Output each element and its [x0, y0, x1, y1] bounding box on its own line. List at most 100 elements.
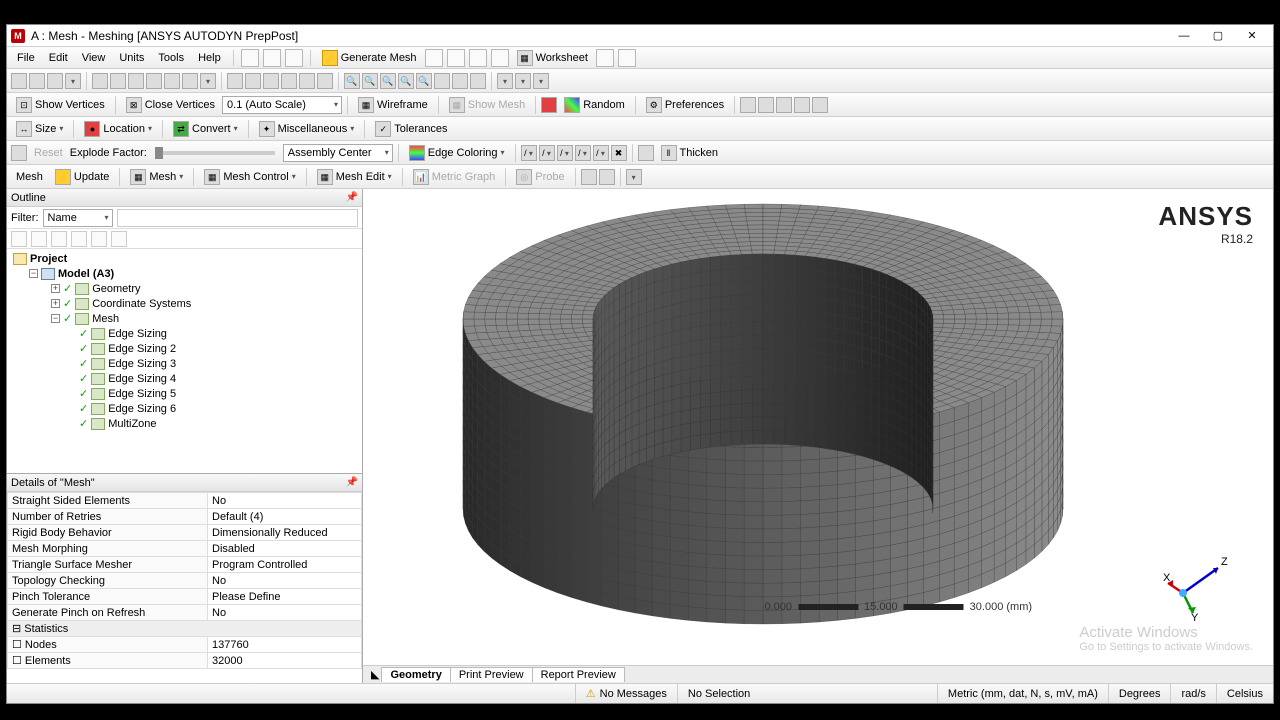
- edge-icon[interactable]: /: [521, 145, 537, 161]
- preferences-button[interactable]: ⚙Preferences: [641, 95, 729, 115]
- minimize-button[interactable]: —: [1167, 25, 1201, 47]
- tool-icon[interactable]: [263, 73, 279, 89]
- tool-icon[interactable]: [47, 73, 63, 89]
- tree-node-geometry[interactable]: +✓Geometry: [11, 281, 358, 296]
- generate-mesh-button[interactable]: ⚡Generate Mesh: [317, 48, 422, 68]
- menu-units[interactable]: Units: [113, 50, 150, 66]
- prop-row[interactable]: Straight Sided ElementsNo: [8, 493, 362, 509]
- tool-icon[interactable]: [245, 73, 261, 89]
- scale-combo[interactable]: 0.1 (Auto Scale): [222, 96, 342, 114]
- align-icon[interactable]: [758, 97, 774, 113]
- explode-slider[interactable]: [155, 151, 275, 155]
- tree-tool-icon[interactable]: [71, 231, 87, 247]
- prop-row[interactable]: Triangle Surface MesherProgram Controlle…: [8, 557, 362, 573]
- assembly-combo[interactable]: Assembly Center: [283, 144, 393, 162]
- tree-node-edge[interactable]: ✓Edge Sizing 2: [11, 341, 358, 356]
- filter-combo[interactable]: Name: [43, 209, 113, 227]
- prop-row[interactable]: Mesh MorphingDisabled: [8, 541, 362, 557]
- prop-row[interactable]: Number of RetriesDefault (4): [8, 509, 362, 525]
- tree-tool-icon[interactable]: [51, 231, 67, 247]
- status-messages[interactable]: ⚠No Messages: [575, 684, 677, 703]
- pin-icon[interactable]: 📌: [346, 192, 358, 203]
- menu-help[interactable]: Help: [192, 50, 227, 66]
- tool-icon[interactable]: [128, 73, 144, 89]
- menu-edit[interactable]: Edit: [43, 50, 74, 66]
- tool-icon[interactable]: [146, 73, 162, 89]
- zoom-icon[interactable]: 🔍: [416, 73, 432, 89]
- zoom-icon[interactable]: 🔍: [380, 73, 396, 89]
- thicken-button[interactable]: ‖Thicken: [656, 143, 724, 163]
- toolbar-icon[interactable]: [425, 49, 443, 67]
- prop-row[interactable]: Rigid Body BehaviorDimensionally Reduced: [8, 525, 362, 541]
- tree-node-model[interactable]: −Model (A3): [11, 266, 358, 281]
- tree-tool-icon[interactable]: [11, 231, 27, 247]
- prop-row[interactable]: Topology CheckingNo: [8, 573, 362, 589]
- mesh-control-dropdown[interactable]: ▦Mesh Control: [199, 167, 300, 187]
- random-button[interactable]: Random: [559, 95, 630, 115]
- prop-row[interactable]: ☐ Elements32000: [8, 653, 362, 669]
- property-grid[interactable]: Straight Sided ElementsNo Number of Retr…: [7, 492, 362, 683]
- tool-dropdown[interactable]: [497, 73, 513, 89]
- pin-icon[interactable]: 📌: [346, 477, 358, 488]
- prop-row[interactable]: Pinch TolerancePlease Define: [8, 589, 362, 605]
- tool-icon[interactable]: [470, 73, 486, 89]
- 3d-viewport[interactable]: ANSYS R18.2 0.000 15.000 30.000 (mm) Z X…: [363, 189, 1273, 683]
- mesh-button[interactable]: Mesh: [11, 167, 48, 187]
- maximize-button[interactable]: ▢: [1201, 25, 1235, 47]
- mesh-edit-dropdown[interactable]: ▦Mesh Edit: [312, 167, 397, 187]
- toolbar-icon[interactable]: [618, 49, 636, 67]
- menu-view[interactable]: View: [76, 50, 112, 66]
- menu-file[interactable]: File: [11, 50, 41, 66]
- location-dropdown[interactable]: ●Location: [79, 119, 157, 139]
- tool-icon[interactable]: [227, 73, 243, 89]
- metric-graph-button[interactable]: 📊Metric Graph: [408, 167, 501, 187]
- tool-icon[interactable]: [164, 73, 180, 89]
- toolbar-icon[interactable]: [469, 49, 487, 67]
- update-button[interactable]: ⚡Update: [50, 167, 114, 187]
- tool-icon[interactable]: [317, 73, 333, 89]
- show-mesh-button[interactable]: ▦Show Mesh: [444, 95, 530, 115]
- tool-icon[interactable]: [581, 169, 597, 185]
- tree-node-project[interactable]: Project: [11, 251, 358, 266]
- tree-node-edge[interactable]: ✓Edge Sizing 5: [11, 386, 358, 401]
- tool-icon[interactable]: [92, 73, 108, 89]
- close-button[interactable]: ✕: [1235, 25, 1269, 47]
- tool-icon[interactable]: [110, 73, 126, 89]
- edge-icon[interactable]: /: [575, 145, 591, 161]
- tree-node-edge[interactable]: ✓Edge Sizing 3: [11, 356, 358, 371]
- tool-dropdown[interactable]: [533, 73, 549, 89]
- tool-dropdown[interactable]: [515, 73, 531, 89]
- tool-dropdown[interactable]: [65, 73, 81, 89]
- tab-report-preview[interactable]: Report Preview: [532, 667, 625, 682]
- edge-icon[interactable]: /: [557, 145, 573, 161]
- align-icon[interactable]: [776, 97, 792, 113]
- red-icon[interactable]: [541, 97, 557, 113]
- zoom-icon[interactable]: 🔍: [362, 73, 378, 89]
- toolbar-icon[interactable]: [491, 49, 509, 67]
- tool-icon[interactable]: [11, 73, 27, 89]
- align-icon[interactable]: [794, 97, 810, 113]
- tool-dropdown[interactable]: [200, 73, 216, 89]
- align-icon[interactable]: [812, 97, 828, 113]
- tool-icon[interactable]: [638, 145, 654, 161]
- tree-tool-icon[interactable]: [111, 231, 127, 247]
- menu-tools[interactable]: Tools: [152, 50, 190, 66]
- tab-geometry[interactable]: Geometry: [381, 667, 450, 682]
- prop-group-stats[interactable]: ⊟ Statistics: [8, 621, 362, 637]
- edge-icon[interactable]: /: [539, 145, 555, 161]
- wireframe-button[interactable]: ▦Wireframe: [353, 95, 433, 115]
- zoom-icon[interactable]: 🔍: [398, 73, 414, 89]
- tree-node-edge[interactable]: ✓Edge Sizing 6: [11, 401, 358, 416]
- tab-print-preview[interactable]: Print Preview: [450, 667, 533, 682]
- toolbar-icon[interactable]: [596, 49, 614, 67]
- outline-tree[interactable]: Project −Model (A3) +✓Geometry +✓Coordin…: [7, 249, 362, 473]
- tree-node-mesh[interactable]: −✓Mesh: [11, 311, 358, 326]
- reset-button[interactable]: Reset: [29, 143, 68, 163]
- size-dropdown[interactable]: ↔Size: [11, 119, 68, 139]
- close-vertices-button[interactable]: ⊠Close Vertices: [121, 95, 220, 115]
- toolbar-icon[interactable]: [285, 49, 303, 67]
- tool-icon[interactable]: [281, 73, 297, 89]
- tool-icon[interactable]: [434, 73, 450, 89]
- prop-row[interactable]: ☐ Nodes137760: [8, 637, 362, 653]
- align-icon[interactable]: [740, 97, 756, 113]
